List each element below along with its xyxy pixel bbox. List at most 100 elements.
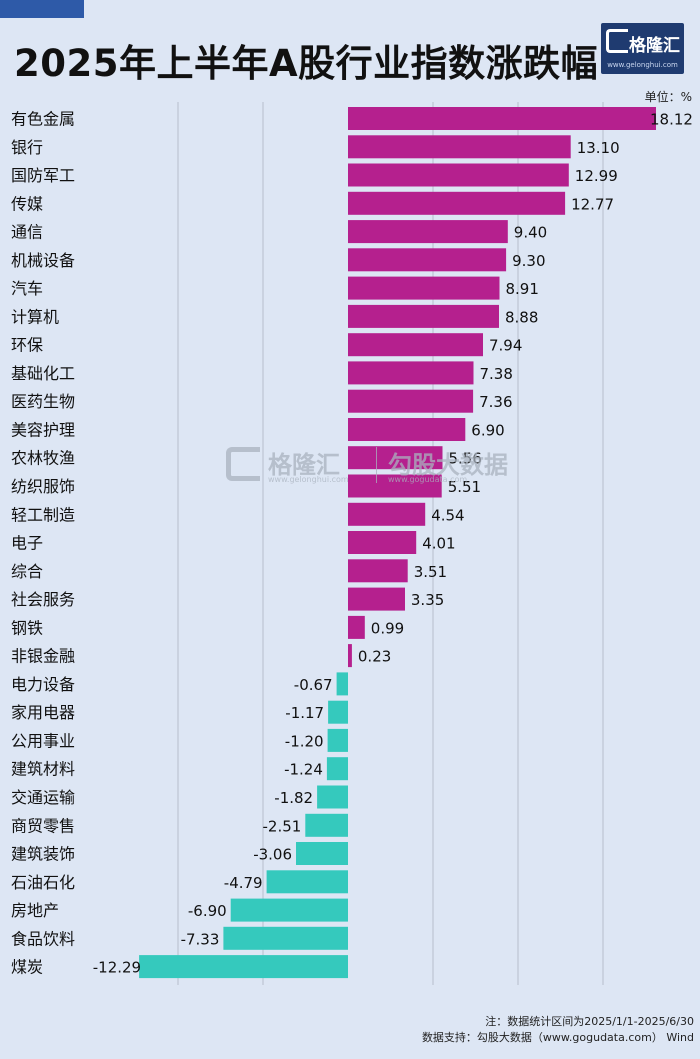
bar [348,531,417,554]
category-label: 国防军工 [11,166,75,185]
value-label: -4.79 [224,874,263,892]
value-label: 18.12 [650,111,693,129]
category-label: 基础化工 [11,364,75,383]
value-label: 7.94 [489,337,522,355]
bar [348,220,508,244]
bar [305,813,348,837]
value-label: -0.67 [294,676,333,694]
bar [223,926,348,950]
category-label: 煤炭 [11,958,43,977]
brand-logo: 格隆汇 www.gelonghui.com [601,23,684,74]
bar [326,757,348,781]
value-label: 0.23 [358,648,391,666]
bar [296,842,348,865]
footnote-source: 数据支持：勾股大数据（www.gogudata.com） Wind [421,1031,694,1044]
category-label: 非银金融 [11,647,75,666]
logo-mark-icon [606,29,628,53]
category-label: 建筑装饰 [11,845,75,864]
page-title: 2025年上半年A股行业指数涨跌幅 [14,42,599,85]
value-label: -1.82 [274,789,313,807]
category-label: 有色金属 [11,110,75,129]
bar [348,361,474,385]
category-label: 计算机 [11,307,59,326]
value-label: 0.99 [371,619,404,637]
logo-url-text: www.gelonghui.com [607,61,678,69]
bar [348,502,426,526]
category-label: 公用事业 [11,731,75,750]
value-label: 4.01 [422,535,455,553]
bar [348,333,483,357]
category-label: 电力设备 [11,675,75,694]
value-label: 9.40 [514,224,547,242]
value-label: 13.10 [577,139,620,157]
bar [348,644,352,668]
bar [348,304,499,328]
bar [317,785,348,809]
value-label: 7.36 [479,393,512,411]
bar [348,276,500,300]
unit-label: 单位：% [644,90,692,104]
value-label: 5.51 [448,478,481,496]
logo-brand-text: 格隆汇 [629,36,680,56]
category-label: 通信 [11,223,43,242]
bar [348,163,569,187]
footnote-period: 注：数据统计区间为2025/1/1-2025/6/30 [485,1015,694,1028]
value-label: -6.90 [188,902,227,920]
value-label: 12.77 [571,195,614,213]
value-label: -7.33 [181,930,220,948]
value-label: -1.20 [285,732,324,750]
category-label: 传媒 [11,194,43,213]
category-label: 石油石化 [11,873,75,892]
bar [348,474,442,498]
bar [230,898,348,922]
bar [348,107,656,130]
category-label: 纺织服饰 [11,477,75,496]
category-label: 综合 [11,562,43,581]
category-label: 机械设备 [11,251,75,270]
value-label: -1.17 [285,704,324,722]
category-label: 建筑材料 [11,760,75,779]
value-label: -12.29 [93,959,141,977]
value-label: 8.91 [506,280,539,298]
value-label: 9.30 [512,252,545,270]
bar [348,191,566,215]
bar [348,248,507,272]
category-label: 农林牧渔 [11,449,75,468]
category-label: 银行 [11,138,43,157]
category-label: 电子 [11,534,43,553]
value-label: 8.88 [505,308,538,326]
category-label: 商贸零售 [11,816,75,835]
bar [348,446,443,470]
category-label: 汽车 [11,279,43,298]
value-label: -2.51 [262,817,301,835]
bar [348,615,365,639]
category-label: 家用电器 [11,703,75,722]
category-label: 交通运输 [11,788,75,807]
value-label: 12.99 [575,167,618,185]
value-label: -3.06 [253,846,292,864]
bar [348,587,405,611]
bar [348,135,571,159]
bar [327,728,348,752]
category-label: 轻工制造 [11,505,75,524]
value-label: 5.56 [449,450,482,468]
value-label: -1.24 [284,761,323,779]
category-label: 食品饮料 [11,929,75,948]
category-label: 钢铁 [11,618,43,637]
value-label: 3.51 [414,563,447,581]
bar [266,870,348,894]
category-label: 社会服务 [11,590,75,609]
category-label: 房地产 [11,901,59,920]
bar [348,389,474,413]
bar [348,559,408,583]
category-label: 医药生物 [11,392,75,411]
top-accent-bar [0,0,84,18]
value-label: 7.38 [480,365,513,383]
bar [336,672,348,696]
category-label: 美容护理 [11,421,75,440]
bar [328,700,348,724]
category-label: 环保 [11,336,43,355]
bar [139,955,348,979]
value-label: 4.54 [431,506,464,524]
